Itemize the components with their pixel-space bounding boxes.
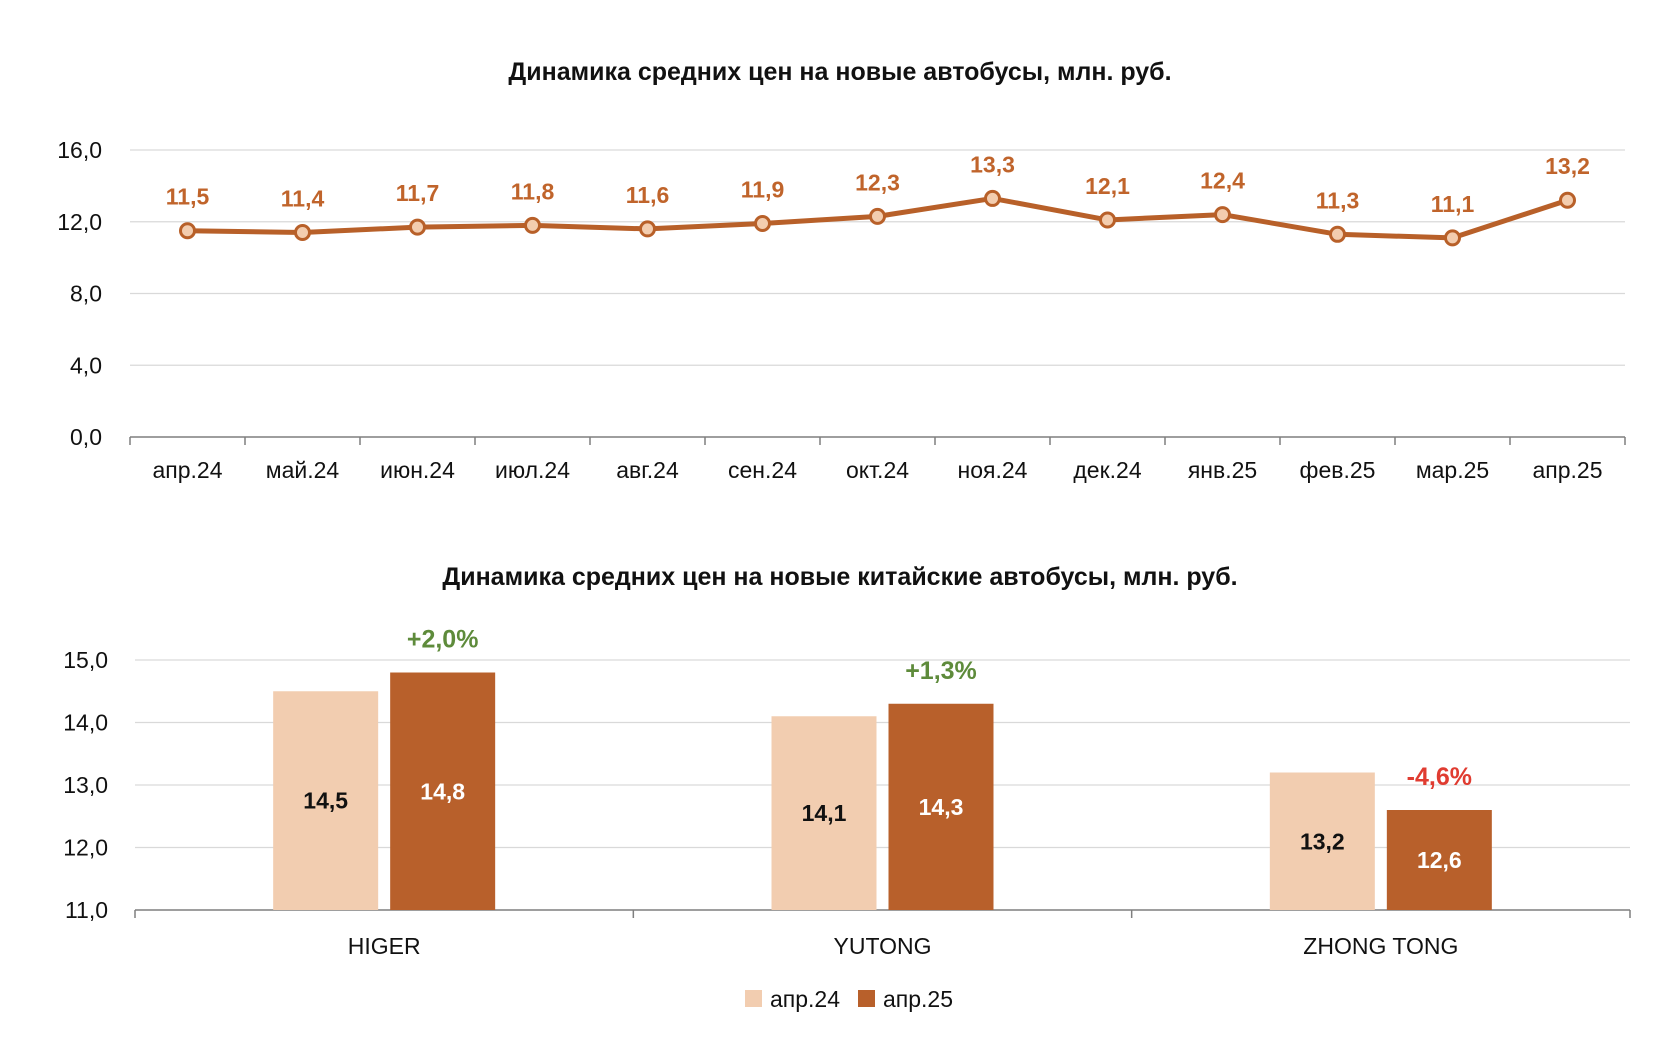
line-chart-data-label: 13,3	[970, 151, 1015, 177]
line-chart-x-tick-label: сен.24	[728, 457, 797, 483]
bar-data-label: 14,1	[802, 800, 847, 826]
bar-chart-x-tick-label: HIGER	[348, 933, 421, 959]
line-chart-data-label: 11,5	[166, 184, 210, 210]
line-chart-point	[179, 222, 196, 240]
line-chart-data-label: 12,3	[855, 169, 900, 195]
line-chart-data-label: 11,6	[626, 182, 670, 208]
line-chart: Динамика средних цен на новые автобусы, …	[57, 58, 1626, 483]
bar-chart-y-tick-label: 12,0	[63, 835, 108, 861]
line-chart-point	[1214, 206, 1231, 224]
line-chart-point	[294, 224, 311, 242]
line-chart-point	[1444, 229, 1461, 247]
line-chart-data-label: 11,4	[281, 186, 325, 212]
bar-chart-data-labels: 14,5 14,8 +2,0% 14,1 14,3 +1,3% 13,2 12,6 -4,6%	[303, 626, 1472, 874]
bar-chart-title: Динамика средних цен на новые китайские …	[442, 563, 1237, 591]
line-chart-x-tick-label: янв.25	[1188, 457, 1257, 483]
bar-data-label: 14,5	[303, 788, 348, 814]
line-chart-point	[1329, 225, 1346, 243]
line-chart-x-tick-label: июн.24	[380, 457, 455, 483]
line-chart-y-tick-label: 16,0	[57, 137, 102, 163]
line-chart-y-tick-label: 0,0	[70, 424, 102, 450]
line-chart-y-tick-label: 4,0	[70, 352, 102, 378]
bar-data-label: 12,6	[1417, 847, 1462, 873]
bar-data-label: 14,8	[420, 778, 465, 804]
line-chart-point	[524, 216, 541, 234]
legend-swatch-curr	[858, 990, 875, 1007]
bar-curr	[390, 672, 496, 910]
bar-prev	[771, 716, 877, 910]
line-chart-point	[869, 207, 886, 225]
bar-data-label: 13,2	[1300, 828, 1345, 854]
bar-prev	[273, 691, 379, 910]
line-chart-x-tick-label: дек.24	[1073, 457, 1141, 483]
line-chart-x-tick-label: окт.24	[846, 457, 909, 483]
line-chart-data-label: 11,1	[1431, 191, 1475, 217]
line-chart-x-tick-label: апр.25	[1532, 457, 1602, 483]
line-chart-y-tick-label: 8,0	[70, 281, 102, 307]
line-chart-point	[754, 215, 771, 233]
line-chart-data-label: 12,4	[1200, 168, 1245, 194]
line-chart-title: Динамика средних цен на новые автобусы, …	[508, 58, 1171, 86]
bar-change-label: +1,3%	[905, 657, 977, 685]
bar-chart-x-tick-label: YUTONG	[834, 933, 932, 959]
bar-chart-bars	[273, 672, 1492, 910]
bar-data-label: 14,3	[919, 794, 964, 820]
line-chart-data-labels: 11,5 11,4 11,7 11,8 11,6 11,9 12,3 13,3 12,1 12,4…	[166, 151, 1590, 216]
line-chart-data-label: 11,3	[1316, 187, 1360, 213]
line-chart-x-tick-label: ноя.24	[958, 457, 1028, 483]
line-chart-data-label: 13,2	[1545, 153, 1590, 179]
line-chart-series	[179, 189, 1576, 247]
bar-chart: Динамика средних цен на новые китайские …	[63, 563, 1631, 1012]
bar-chart-gridlines	[135, 659, 1630, 849]
line-chart-data-label: 11,9	[741, 177, 785, 203]
bar-chart-x-axis: HIGER YUTONG ZHONG TONG	[134, 909, 1631, 959]
bar-change-label: -4,6%	[1407, 763, 1472, 791]
bar-chart-y-tick-label: 11,0	[65, 897, 108, 923]
line-chart-data-label: 11,8	[511, 178, 555, 204]
line-chart-data-label: 12,1	[1085, 173, 1130, 199]
line-chart-x-tick-label: июл.24	[495, 457, 570, 483]
bar-curr	[1386, 810, 1492, 910]
line-chart-x-tick-label: фев.25	[1300, 457, 1376, 483]
bar-chart-y-tick-label: 14,0	[63, 710, 108, 736]
line-chart-y-axis: 0,0 4,0 8,0 12,0 16,0	[57, 137, 102, 450]
legend-label: апр.25	[883, 986, 953, 1012]
line-chart-point	[409, 218, 426, 236]
bar-curr	[888, 703, 994, 910]
line-chart-x-tick-label: апр.24	[152, 457, 222, 483]
line-chart-point	[1559, 191, 1576, 209]
bar-chart-y-tick-label: 15,0	[63, 647, 108, 673]
bar-change-label: +2,0%	[407, 626, 479, 654]
line-chart-x-axis: апр.24 май.24 июн.24 июл.24 авг.24 сен.24 окт.…	[129, 436, 1626, 483]
bar-chart-legend: апр.24 апр.25	[745, 986, 953, 1012]
line-chart-x-tick-label: мар.25	[1416, 457, 1489, 483]
bar-chart-x-tick-label: ZHONG TONG	[1303, 933, 1458, 959]
legend-swatch-prev	[745, 990, 762, 1007]
legend-label: апр.24	[770, 986, 840, 1012]
line-chart-point	[639, 220, 656, 238]
line-chart-point	[984, 189, 1001, 207]
bar-chart-y-tick-label: 13,0	[63, 772, 108, 798]
line-chart-data-label: 11,7	[396, 180, 440, 206]
line-chart-x-tick-label: авг.24	[616, 457, 679, 483]
bar-prev	[1269, 772, 1375, 910]
line-chart-point	[1099, 211, 1116, 229]
line-chart-x-tick-label: май.24	[266, 457, 340, 483]
bar-chart-y-axis: 11,0 12,0 13,0 14,0 15,0	[63, 647, 108, 923]
line-chart-y-tick-label: 12,0	[57, 209, 102, 235]
